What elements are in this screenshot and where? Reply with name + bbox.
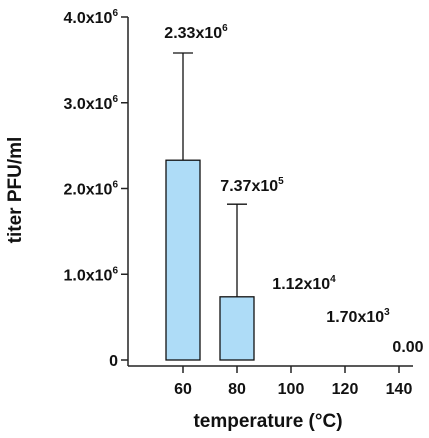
- y-tick-label: 0: [109, 353, 118, 370]
- y-tick-mantissa: 2.0x10: [64, 182, 113, 199]
- data-label-mantissa: 0.00: [392, 339, 423, 356]
- y-tick-label: 4.0x106: [64, 8, 119, 27]
- error-bars: [173, 52, 247, 297]
- bar: [219, 296, 255, 361]
- y-tick-mantissa: 1.0x10: [64, 267, 113, 284]
- y-tick-label: 2.0x106: [64, 180, 119, 199]
- y-axis-label: titer PFU/ml: [5, 137, 26, 244]
- y-tick-mantissa: 0: [109, 353, 118, 370]
- data-label-exponent: 4: [330, 274, 336, 285]
- y-tick-exponent: 6: [112, 180, 118, 191]
- data-label-mantissa: 7.37x10: [220, 178, 278, 195]
- data-label-mantissa: 1.12x10: [272, 276, 330, 293]
- x-tick-label: 80: [228, 381, 246, 398]
- bars: [165, 159, 255, 361]
- x-tick-label: 100: [278, 381, 305, 398]
- data-label: 7.37x105: [220, 176, 284, 195]
- y-tick-mantissa: 4.0x10: [64, 10, 113, 27]
- y-tick-exponent: 6: [112, 94, 118, 105]
- y-tick-exponent: 6: [112, 265, 118, 276]
- data-label-exponent: 3: [384, 307, 390, 318]
- bar: [165, 159, 201, 361]
- axes: [121, 16, 413, 373]
- data-label: 0.00: [392, 339, 423, 356]
- x-tick-labels: 60 80 100 120 140: [174, 381, 412, 398]
- data-label-mantissa: 2.33x10: [164, 25, 222, 42]
- x-tick-label: 120: [332, 381, 359, 398]
- data-label: 1.70x103: [326, 307, 390, 326]
- data-label-exponent: 6: [222, 23, 228, 34]
- y-tick-label: 3.0x106: [64, 94, 119, 113]
- y-tick-exponent: 6: [112, 8, 118, 19]
- y-tick-mantissa: 3.0x10: [64, 96, 113, 113]
- data-label: 1.12x104: [272, 274, 336, 293]
- x-axis-label: temperature (°C): [193, 411, 342, 432]
- x-tick-label: 60: [174, 381, 192, 398]
- y-tick-label: 1.0x106: [64, 265, 119, 284]
- data-label-mantissa: 1.70x10: [326, 309, 384, 326]
- x-tick-label: 140: [386, 381, 413, 398]
- data-label: 2.33x106: [164, 23, 228, 42]
- data-label-exponent: 5: [278, 176, 284, 187]
